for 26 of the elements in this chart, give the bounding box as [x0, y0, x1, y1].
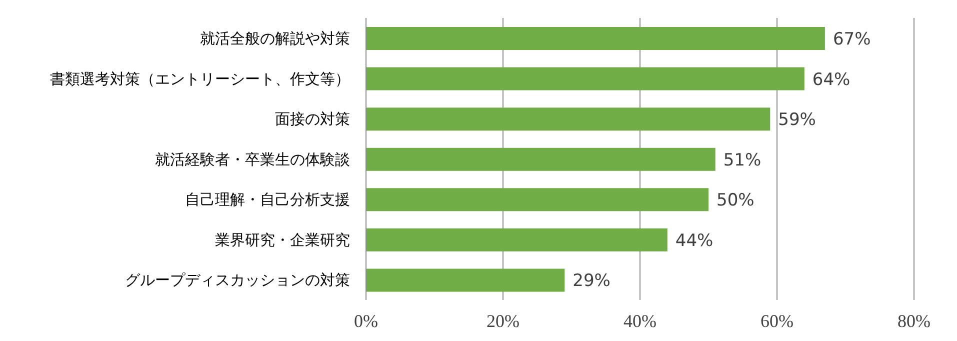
data-label: 59% [778, 110, 816, 130]
y-tick-label: 就活経験者・卒業生の体験談 [155, 150, 350, 168]
data-label: 29% [572, 271, 610, 292]
data-label: 50% [716, 190, 754, 211]
bar [366, 67, 804, 90]
x-tick-label: 40% [624, 310, 656, 331]
bar [366, 268, 565, 292]
bar [366, 148, 716, 171]
bar [366, 188, 708, 212]
bar [366, 228, 668, 252]
x-tick-label: 60% [760, 310, 794, 331]
x-tick-label: 80% [898, 310, 930, 331]
data-label: 44% [675, 230, 714, 251]
bar [366, 27, 825, 50]
data-label: 64% [812, 70, 850, 90]
data-label: 51% [723, 150, 762, 170]
x-tick-label: 20% [486, 310, 520, 331]
y-tick-label: 自己理解・自己分析支援 [185, 190, 350, 209]
y-tick-label: 書類選考対策（エントリーシート、作文等） [50, 70, 350, 88]
bar [366, 108, 770, 131]
y-tick-label: 業界研究・企業研究 [215, 230, 350, 249]
y-tick-label: 面接の対策 [275, 110, 350, 128]
data-label: 67% [832, 30, 871, 50]
y-tick-label: グループディスカッションの対策 [125, 271, 350, 290]
x-tick-label: 0% [354, 310, 378, 331]
y-tick-label: 就活全般の解説や対策 [200, 29, 350, 48]
